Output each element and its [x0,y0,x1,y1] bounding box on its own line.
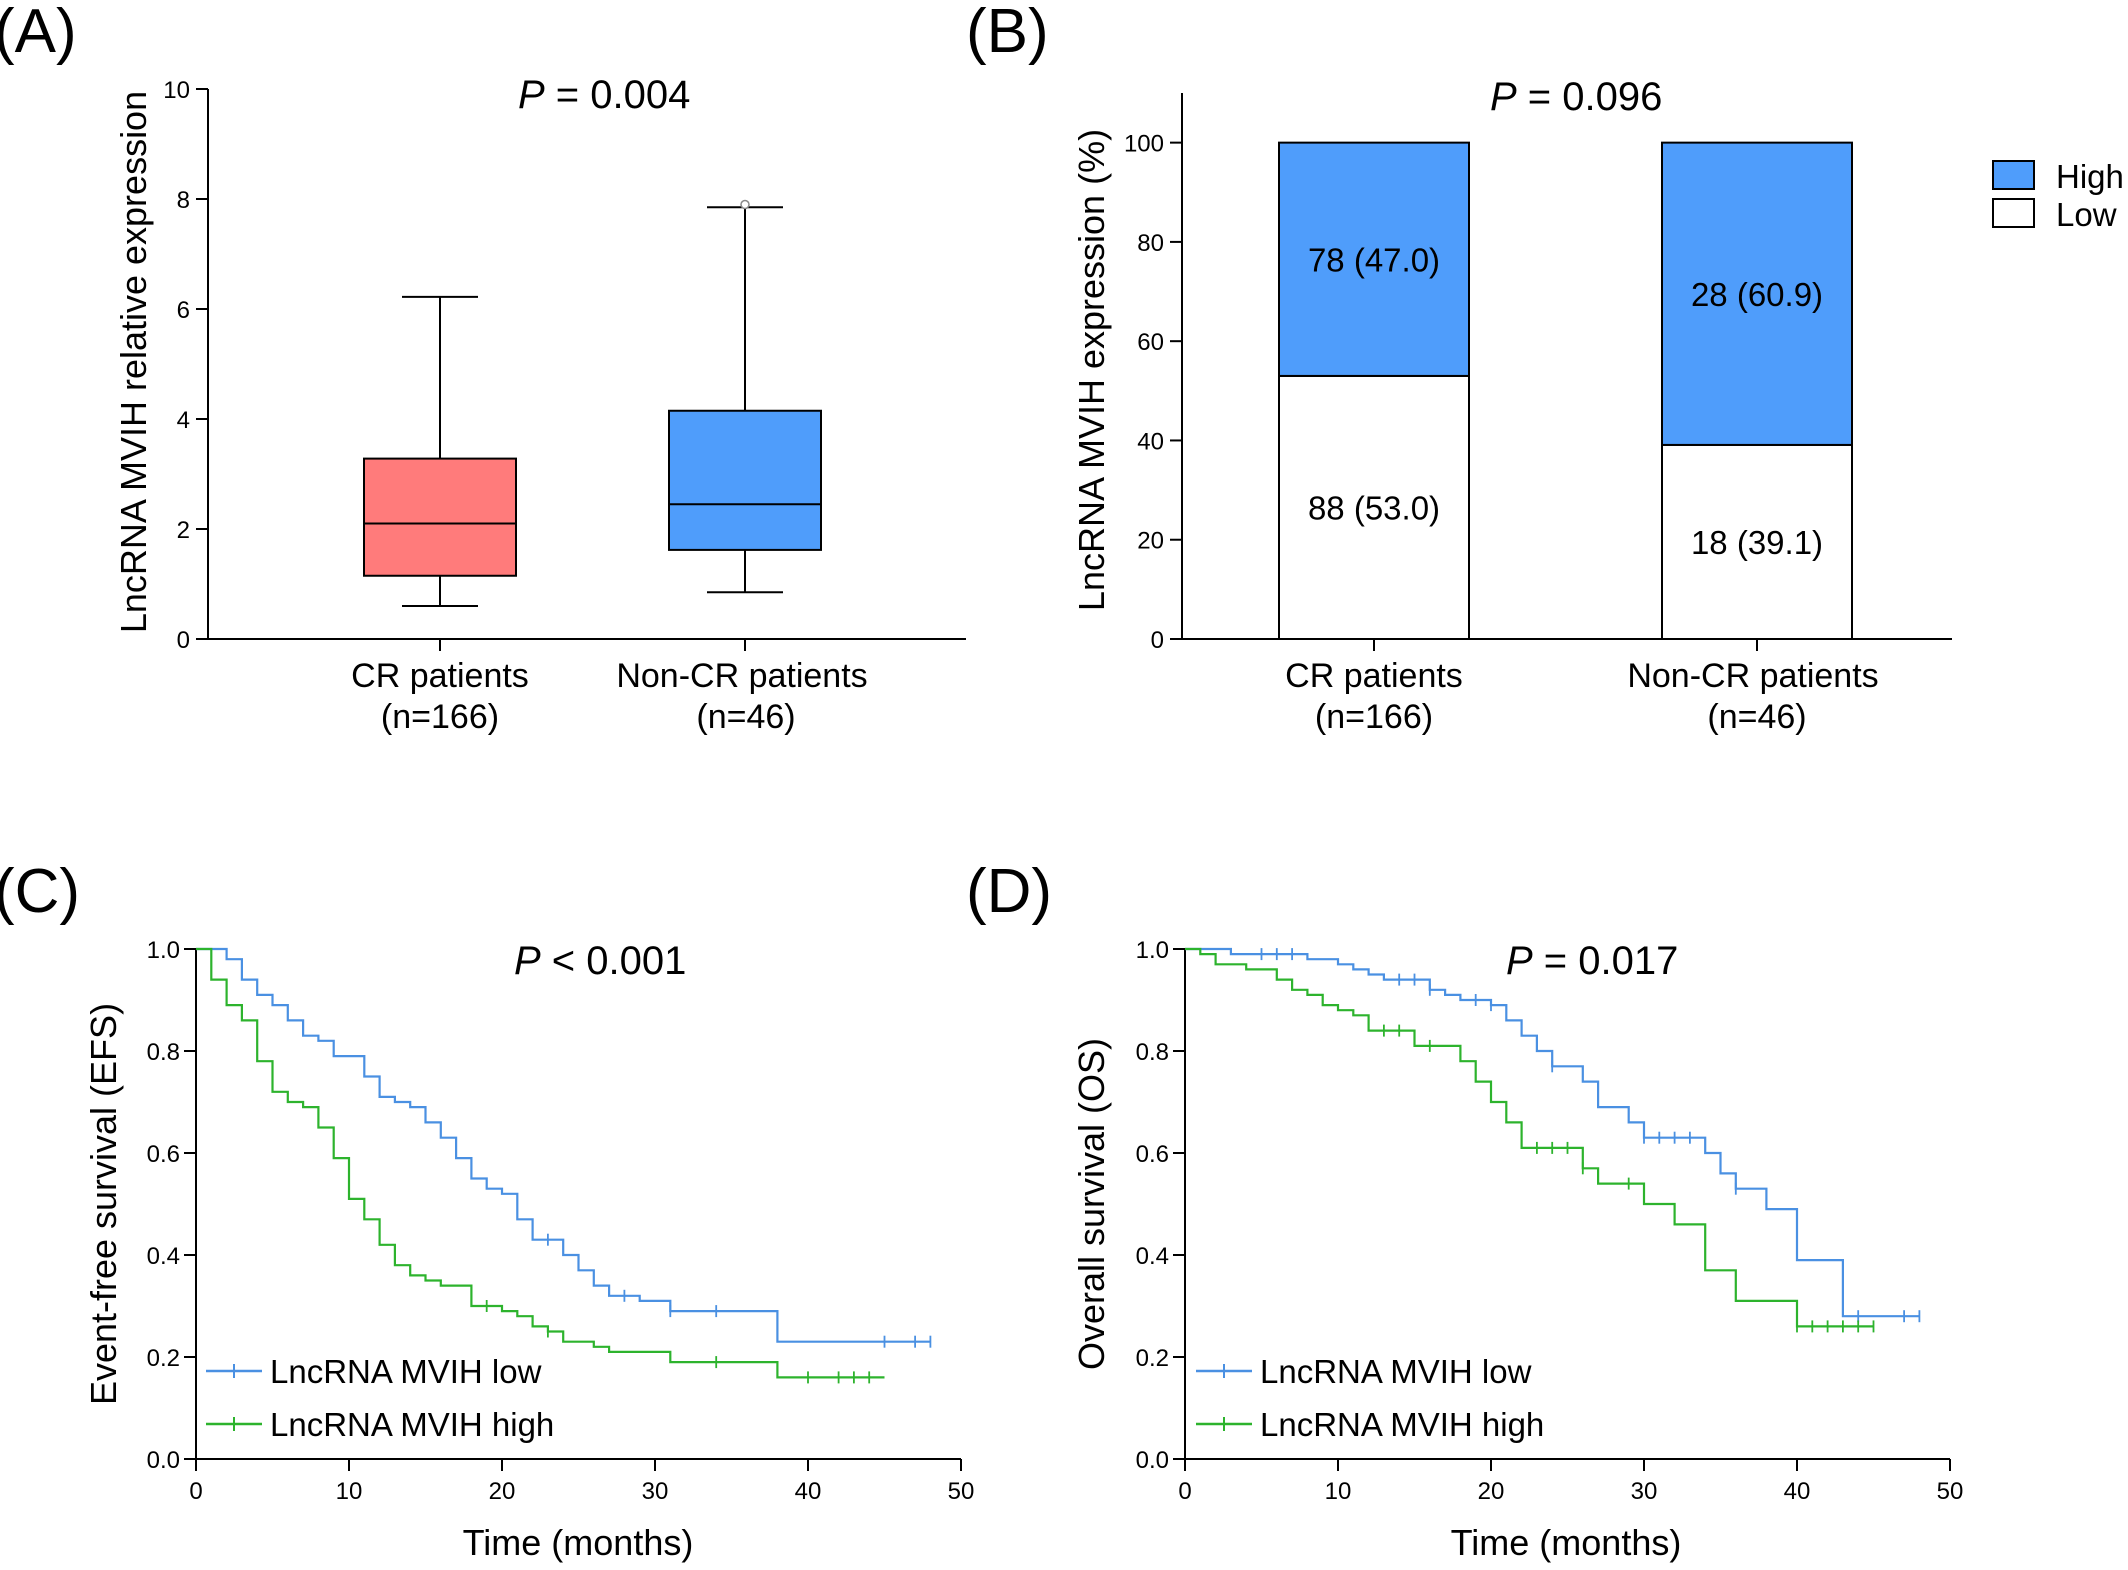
x-tick-label: 40 [795,1478,822,1505]
category-labels: CR patients (n=166) Non-CR patients (n=4… [1285,657,1878,736]
y-tick-label: 1.0 [147,937,180,964]
x-tick-label: 0 [189,1478,202,1505]
y-axis-title: Overall survival (OS) [1071,1038,1112,1370]
km-efs-chart: 0 10 20 30 40 50 0.0 0.2 0.4 0.6 0.8 1.0 [147,937,975,1505]
bar-segment-label: 28 (60.9) [1691,276,1823,313]
x-axis-title: Time (months) [1451,1522,1682,1563]
legend-swatch-low [1992,198,2035,228]
y-tick-label: 0 [1151,627,1164,654]
panel-b-pvalue: P = 0.096 [1490,75,1662,119]
category-label-noncr: Non-CR patients [1627,657,1878,695]
outlier-point [740,199,750,210]
category-label-cr: CR patients [351,657,529,695]
y-tick-label: 0.8 [147,1039,180,1066]
box [668,409,822,551]
y-tick-label: 0.0 [147,1447,180,1474]
y-tick-label: 0.6 [1136,1141,1169,1168]
x-tick-label: 20 [1478,1478,1505,1505]
y-tick-label: 8 [177,187,190,214]
survival-curve [1185,947,1920,1318]
panel-b: (B) P = 0.096 0 20 40 60 80 100 88 (53.0) 78 (4… [966,0,2124,736]
panel-a-pvalue: P = 0.004 [518,73,690,117]
x-tick-label: 10 [1325,1478,1352,1505]
y-tick-label: 1.0 [1136,937,1169,964]
boxplot-chart: 0 2 4 6 8 10 [163,77,966,654]
y-tick-label: 20 [1137,528,1164,555]
legend-label-high: LncRNA MVIH high [1260,1406,1544,1443]
panel-d-label: (D) [966,857,1052,926]
y-tick-label: 0.2 [147,1345,180,1372]
y-tick-label: 0.8 [1136,1039,1169,1066]
bar-segment-low [1278,374,1470,640]
box [363,457,517,577]
x-tick-label: 30 [642,1478,669,1505]
survival-curve [196,947,931,1343]
legend-label-high: High [2056,158,2124,195]
category-label-cr: CR patients [1285,657,1463,695]
category-n-cr: (n=166) [1315,698,1433,736]
category-n-noncr: (n=46) [1707,698,1806,736]
bar-segment-low [1661,443,1853,640]
legend-label-low: LncRNA MVIH low [1260,1353,1532,1390]
x-tick-label: 10 [336,1478,363,1505]
panel-c: (C) P < 0.001 0 10 20 30 40 50 0.0 0.2 0.4 0.6 0.8… [0,857,974,1563]
survival-curve [1185,947,1874,1328]
panel-d-pvalue: P = 0.017 [1506,939,1678,983]
bar-segment-label: 78 (47.0) [1308,241,1440,278]
y-tick-label: 0.6 [147,1141,180,1168]
panel-c-pvalue: P < 0.001 [514,939,686,983]
y-tick-label: 80 [1137,230,1164,257]
legend: High Low [1992,158,2124,233]
y-axis-title: Event-free survival (EFS) [83,1003,124,1405]
y-tick-label: 40 [1137,428,1164,455]
survival-curve [196,947,885,1379]
x-tick-label: 0 [1178,1478,1191,1505]
stacked-bar-chart: 0 20 40 60 80 100 88 (53.0) 78 (47.0) 18 (39.1) 2… [1124,93,1952,654]
y-tick-label: 0.0 [1136,1447,1169,1474]
legend-swatch-high [1992,160,2035,190]
bar-segment-high [1661,141,1853,446]
panel-c-label: (C) [0,857,80,926]
y-tick-label: 100 [1124,131,1164,158]
x-axis-title: Time (months) [463,1522,694,1563]
category-labels: CR patients (n=166) Non-CR patients (n=4… [351,657,867,736]
y-tick-label: 6 [177,297,190,324]
x-tick-label: 30 [1631,1478,1658,1505]
legend: LncRNA MVIH low LncRNA MVIH high [206,1353,554,1443]
panel-d: (D) P = 0.017 0 10 20 30 40 50 0.0 0.2 0.4 0.6 0.8… [966,857,1963,1563]
legend: LncRNA MVIH low LncRNA MVIH high [1196,1353,1544,1443]
y-tick-label: 2 [177,517,190,544]
x-tick-label: 20 [489,1478,516,1505]
legend-label-low: Low [2056,196,2117,233]
category-label-noncr: Non-CR patients [616,657,867,695]
y-tick-label: 4 [177,407,190,434]
legend-label-low: LncRNA MVIH low [270,1353,542,1390]
y-tick-label: 60 [1137,329,1164,356]
y-tick-label: 0 [177,627,190,654]
y-tick-label: 10 [163,77,190,104]
panel-a-label: (A) [0,0,77,66]
y-tick-label: 0.2 [1136,1345,1169,1372]
bar-segment-label: 18 (39.1) [1691,524,1823,561]
y-tick-label: 0.4 [1136,1243,1169,1270]
bar-segment-high [1278,141,1470,377]
y-axis-title: LncRNA MVIH expression (%) [1071,129,1112,611]
km-os-chart: 0 10 20 30 40 50 0.0 0.2 0.4 0.6 0.8 1.0 [1136,937,1964,1505]
y-tick-label: 0.4 [147,1243,180,1270]
category-n-noncr: (n=46) [696,698,795,736]
category-n-cr: (n=166) [381,698,499,736]
bar-segment-label: 88 (53.0) [1308,489,1440,526]
x-tick-label: 50 [1937,1478,1964,1505]
panel-a: (A) P = 0.004 0 2 4 6 8 10 LncRNA MVIH relati… [0,0,966,736]
x-tick-label: 40 [1784,1478,1811,1505]
panel-b-label: (B) [966,0,1049,66]
x-tick-label: 50 [948,1478,975,1505]
y-axis-title: LncRNA MVIH relative expression [113,91,154,633]
legend-label-high: LncRNA MVIH high [270,1406,554,1443]
